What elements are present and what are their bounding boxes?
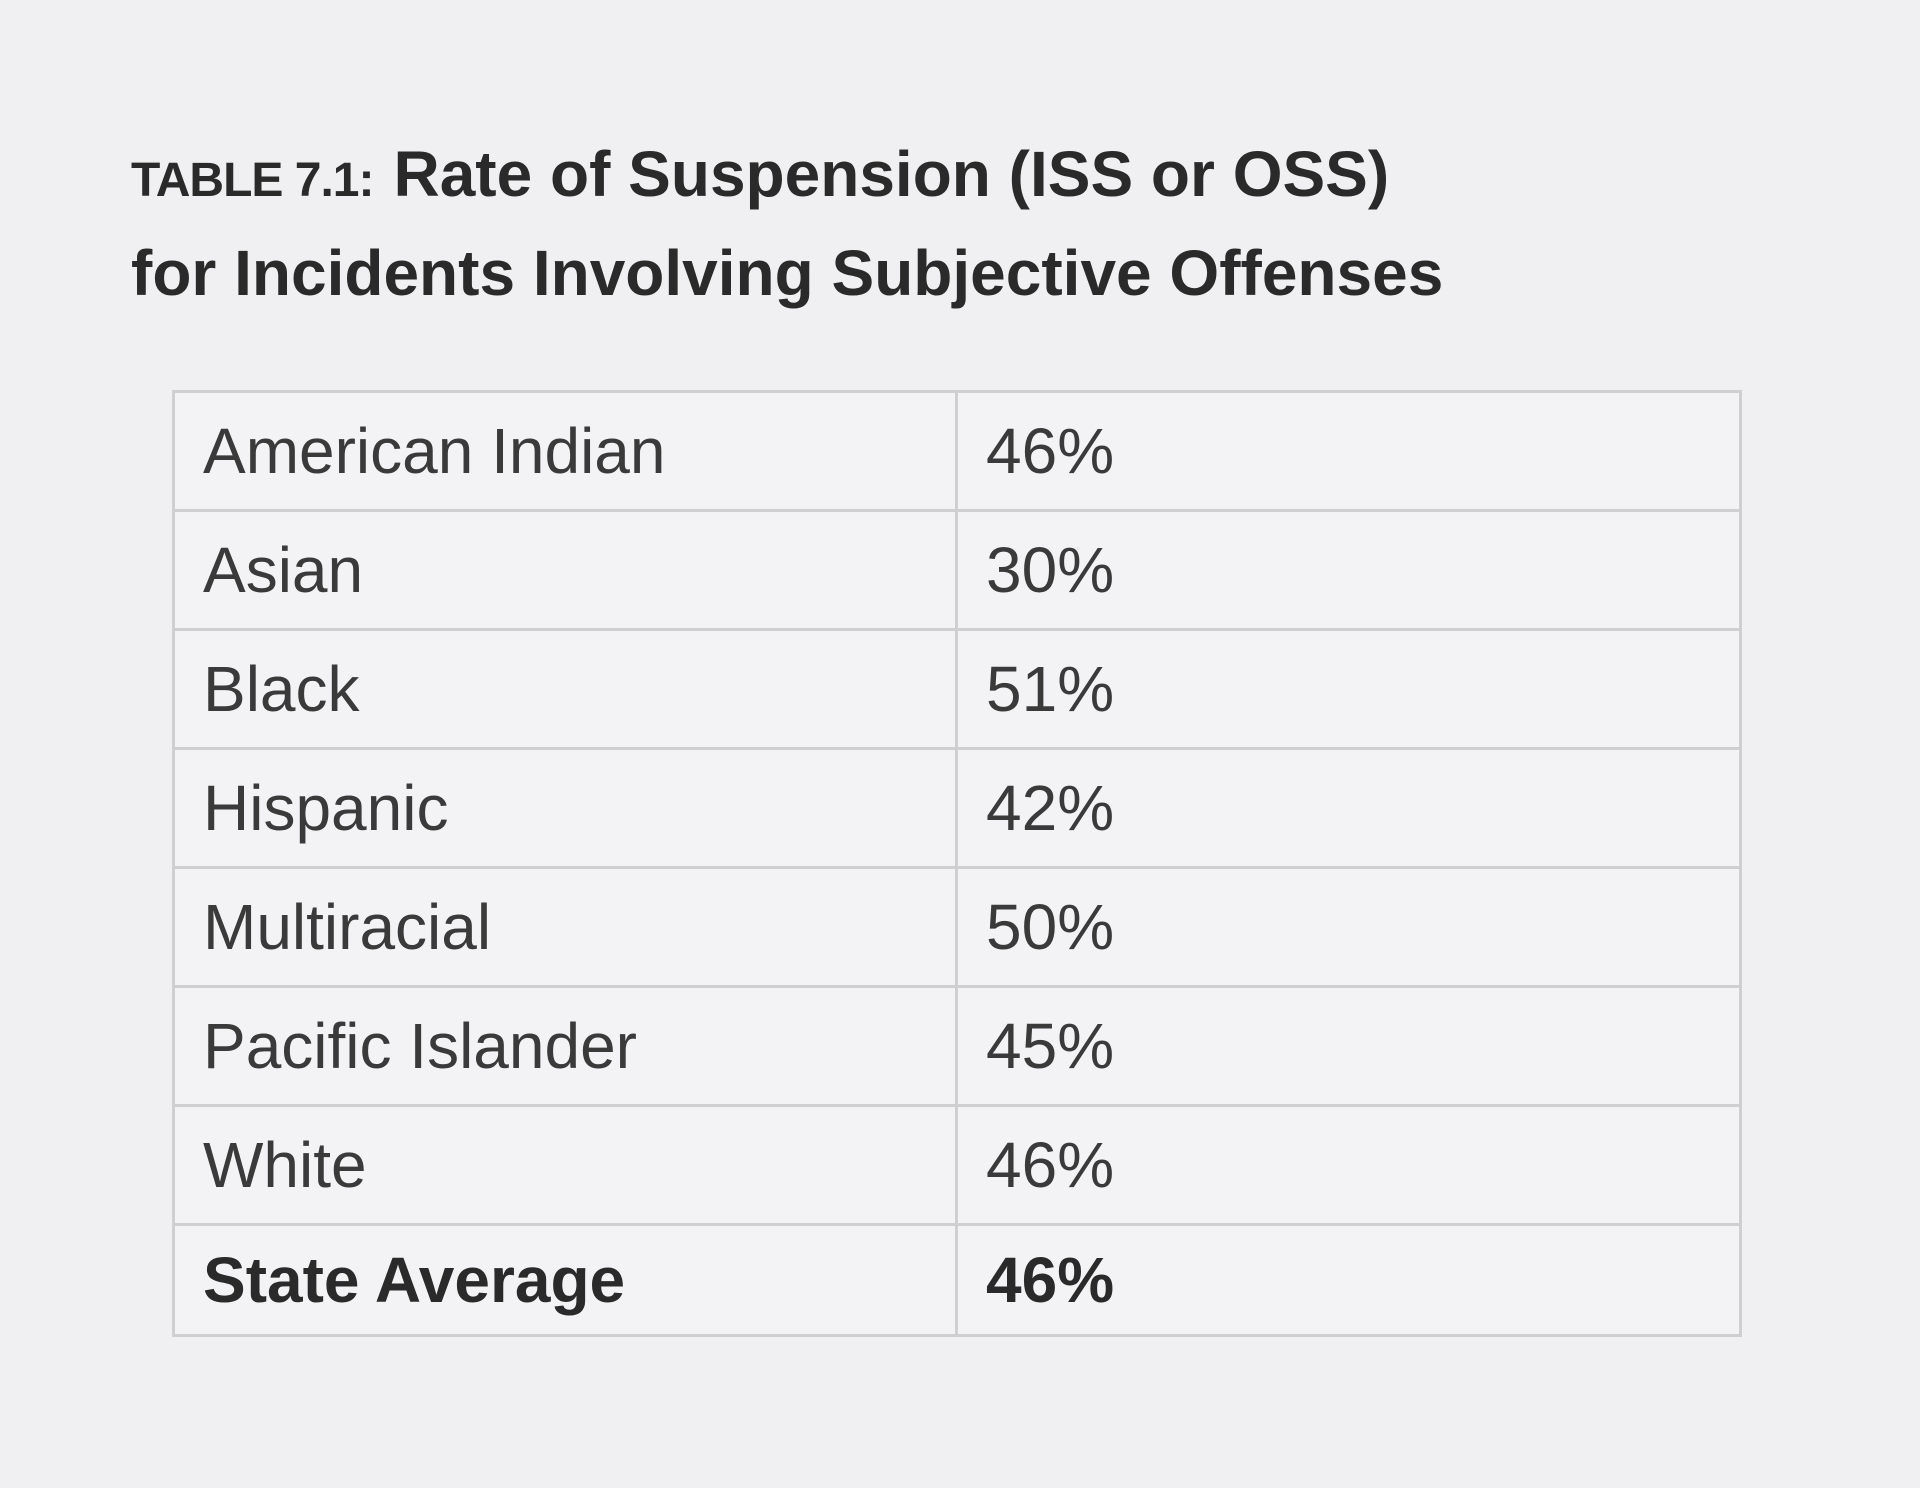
rate-cell: 50% — [955, 866, 1742, 988]
group-cell: Black — [172, 628, 958, 750]
table-row: American Indian 46% — [172, 390, 1742, 512]
rate-cell: 45% — [955, 985, 1742, 1107]
group-cell: Multiracial — [172, 866, 958, 988]
rate-cell: 46% — [955, 1104, 1742, 1226]
group-cell: American Indian — [172, 390, 958, 512]
table-row: Multiracial 50% — [172, 866, 1742, 988]
table-row: Pacific Islander 45% — [172, 985, 1742, 1107]
table-row: White 46% — [172, 1104, 1742, 1226]
table-caption: TABLE 7.1: Rate of Suspension (ISS or OSS… — [131, 128, 1443, 319]
rate-cell: 30% — [955, 509, 1742, 631]
title-text: Rate of Suspension (ISS or OSS) — [393, 138, 1390, 210]
rate-cell: 51% — [955, 628, 1742, 750]
table-row: Black 51% — [172, 628, 1742, 750]
group-cell: Hispanic — [172, 747, 958, 869]
title-text: for Incidents Involving Subjective Offen… — [131, 237, 1444, 309]
group-cell: Asian — [172, 509, 958, 631]
table-row: Asian 30% — [172, 509, 1742, 631]
group-cell: Pacific Islander — [172, 985, 958, 1107]
rate-cell: 46% — [955, 390, 1742, 512]
group-cell: State Average — [172, 1223, 958, 1337]
table-row: Hispanic 42% — [172, 747, 1742, 869]
table-label: TABLE 7.1: — [131, 154, 374, 207]
rate-cell: 42% — [955, 747, 1742, 869]
caption-line: TABLE 7.1: Rate of Suspension (ISS or OSS… — [131, 128, 1443, 227]
data-table: American Indian 46% Asian 30% Black 51% Hispan… — [172, 390, 1742, 1337]
table-row: State Average 46% — [172, 1223, 1742, 1337]
rate-cell: 46% — [955, 1223, 1742, 1337]
group-cell: White — [172, 1104, 958, 1226]
